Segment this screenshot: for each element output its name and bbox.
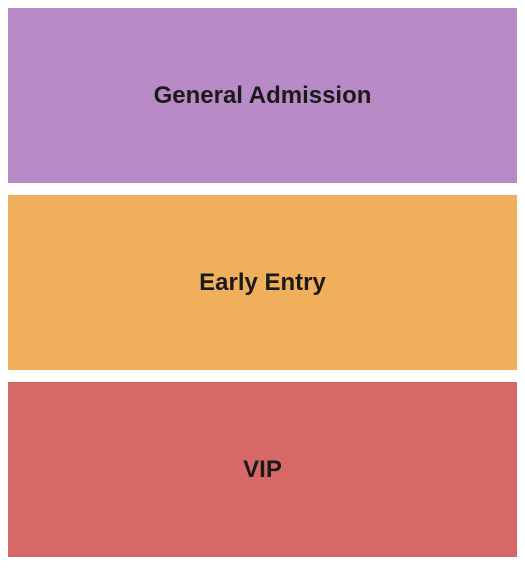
section-label: Early Entry <box>199 269 326 297</box>
section-label: General Admission <box>154 82 372 110</box>
section-general-admission: General Admission <box>8 8 517 183</box>
section-early-entry: Early Entry <box>8 195 517 370</box>
seating-chart: General Admission Early Entry VIP <box>0 0 525 580</box>
section-label: VIP <box>243 456 282 484</box>
section-vip: VIP <box>8 382 517 557</box>
